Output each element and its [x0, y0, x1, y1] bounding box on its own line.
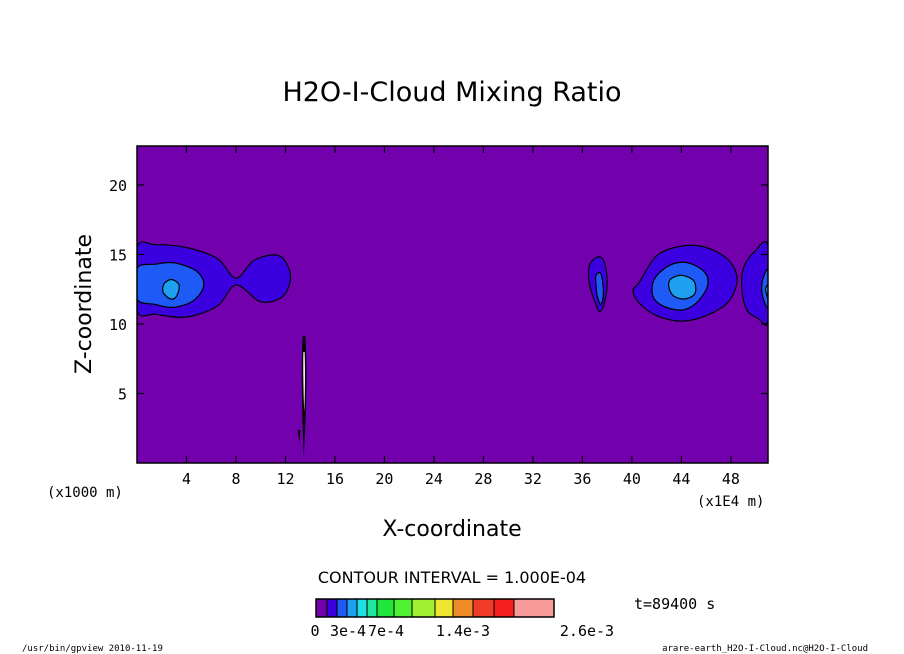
colorbar-cell [411, 598, 436, 618]
colorbar-frame [315, 598, 555, 618]
contour-interval: CONTOUR INTERVAL = 1.000E-04 [318, 568, 586, 587]
x-unit-right: (x1E4 m) [697, 494, 764, 510]
x-tick-label: 32 [524, 470, 542, 488]
colorbar-cell [326, 598, 338, 618]
colorbar-cell [336, 598, 348, 618]
x-axis-label: X-coordinate [382, 517, 521, 542]
contour-region-4 [594, 272, 605, 306]
x-tick-label: 40 [623, 470, 641, 488]
x-tick-label: 16 [326, 470, 344, 488]
x-unit-left: (x1000 m) [47, 485, 123, 501]
colorbar-cell [376, 598, 395, 618]
colorbar-cell [356, 598, 368, 618]
colorbar-label: 0 [310, 622, 319, 640]
x-tick-label: 36 [573, 470, 591, 488]
contour-region-2 [161, 278, 180, 300]
x-tick-label: 28 [474, 470, 492, 488]
colorbar-label: 7e-4 [368, 622, 404, 640]
x-tick-label: 20 [375, 470, 393, 488]
x-tick-label: 8 [231, 470, 240, 488]
footer-right: arare-earth_H2O-I-Cloud.nc@H2O-I-Cloud [662, 644, 868, 654]
y-axis-label: Z-coordinate [72, 234, 97, 374]
cloud-streak [297, 336, 307, 458]
y-tick-label: 20 [109, 177, 127, 195]
colorbar-cell [366, 598, 378, 618]
contour-region-9 [761, 269, 768, 309]
x-tick-label: 24 [425, 470, 443, 488]
y-axis: 5 10 15 20 [109, 177, 768, 403]
time-stamp: t=89400 s [634, 595, 715, 613]
colorbar-label: 2.6e-3 [560, 622, 614, 640]
chart-title: H2O-I-Cloud Mixing Ratio [282, 77, 621, 108]
contour-layer [137, 241, 768, 326]
x-tick-label: 12 [276, 470, 294, 488]
x-tick-label: 48 [722, 470, 740, 488]
colorbar-cell [513, 598, 555, 618]
colorbar-cell [393, 598, 413, 618]
footer-left: /usr/bin/gpview 2010-11-19 [22, 644, 163, 654]
colorbar-label: 1.4e-3 [436, 622, 490, 640]
x-axis: 4 8 12 16 20 24 28 32 36 40 44 48 [182, 146, 740, 488]
colorbar-label: 3e-4 [330, 622, 366, 640]
colorbar [315, 598, 555, 618]
colorbar-cell [346, 598, 358, 618]
y-tick-label: 15 [109, 246, 127, 264]
x-tick-label: 44 [672, 470, 690, 488]
x-tick-label: 4 [182, 470, 191, 488]
y-tick-label: 5 [118, 385, 127, 403]
colorbar-labels: 0 3e-4 7e-4 1.4e-3 2.6e-3 [310, 622, 614, 640]
colorbar-cell [472, 598, 495, 618]
colorbar-cell [434, 598, 454, 618]
colorbar-cell [452, 598, 474, 618]
contour-region-7 [667, 274, 697, 300]
colorbar-cell [315, 598, 328, 618]
colorbar-cell [493, 598, 515, 618]
plot-frame [136, 145, 769, 464]
y-tick-label: 10 [109, 316, 127, 334]
